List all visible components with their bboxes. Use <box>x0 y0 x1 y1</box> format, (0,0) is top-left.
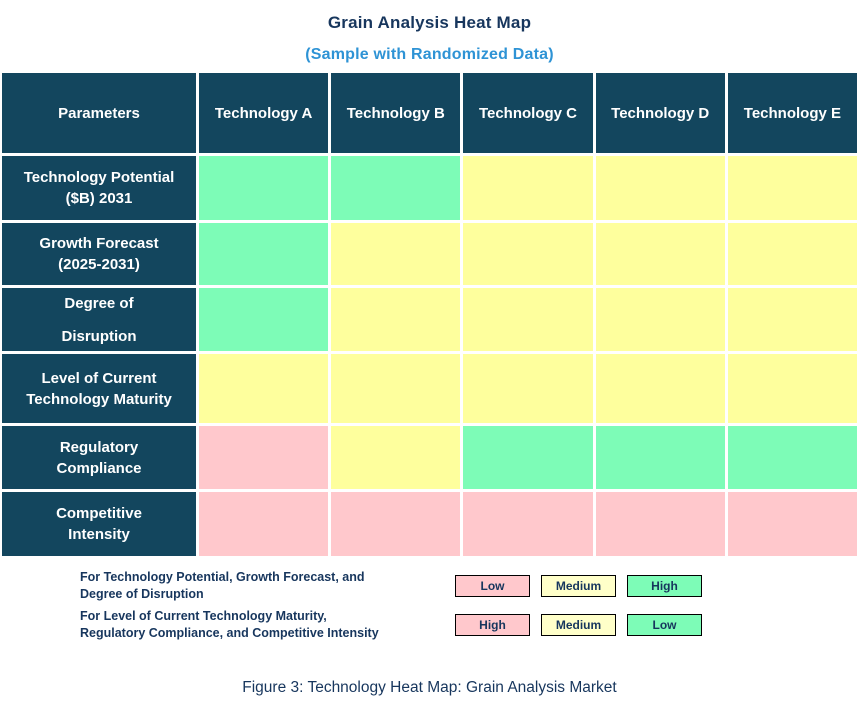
heatmap-cell-r4-c5 <box>727 354 857 423</box>
row-header-line: Technology Potential <box>23 169 175 186</box>
heatmap-cell-r3-c1 <box>199 288 329 351</box>
row-header-line: Degree of <box>64 294 134 312</box>
column-header-1: Technology A <box>199 73 329 153</box>
heatmap-cell-r6-c4 <box>595 492 725 556</box>
legend-swatch-medium: Medium <box>541 614 616 636</box>
heatmap-cell-r2-c2 <box>331 223 461 285</box>
heatmap-cell-r3-c3 <box>463 288 593 351</box>
legend-text-line: Regulatory Compliance, and Competitive I… <box>80 626 379 640</box>
row-header-5: Regulatory Compliance <box>2 426 196 489</box>
chart-subtitle: (Sample with Randomized Data) <box>305 46 554 63</box>
row-header-line: Competitive <box>56 505 142 522</box>
legend-entry-text: For Technology Potential, Growth Forecas… <box>80 569 452 603</box>
legend-entry-2: For Level of Current Technology Maturity… <box>80 608 859 642</box>
heatmap-cell-r5-c3 <box>463 426 593 489</box>
figure-caption: Figure 3: Technology Heat Map: Grain Ana… <box>242 679 617 696</box>
row-header-3: Degree of Disruption <box>2 288 196 351</box>
legend-swatch-group: High Medium Low <box>455 614 702 636</box>
column-header-2: Technology B <box>331 73 461 153</box>
heatmap-cell-r1-c5 <box>727 156 857 220</box>
column-header-5: Technology E <box>727 73 857 153</box>
row-header-line: Compliance <box>56 459 142 477</box>
heatmap-cell-r1-c1 <box>199 156 329 220</box>
row-header-line: Level of Current <box>41 369 157 387</box>
heatmap-cell-r4-c2 <box>331 354 461 423</box>
heatmap-cell-r3-c4 <box>595 288 725 351</box>
heatmap-cell-r3-c2 <box>331 288 461 351</box>
heatmap-cell-r2-c3 <box>463 223 593 285</box>
column-header-parameters: Parameters <box>2 73 196 153</box>
row-header-6: Competitive Intensity <box>2 492 196 556</box>
legend-text-line: Degree of Disruption <box>80 587 204 601</box>
legend-swatch-high: High <box>627 575 702 597</box>
legend-swatch-low: Low <box>627 614 702 636</box>
legend-entry-1: For Technology Potential, Growth Forecas… <box>80 569 859 603</box>
row-header-line: Regulatory <box>59 438 139 456</box>
heatmap-cell-r3-c5 <box>727 288 857 351</box>
heatmap-cell-r2-c1 <box>199 223 329 285</box>
legend-entry-text: For Level of Current Technology Maturity… <box>80 608 452 642</box>
row-header-line: Growth Forecast <box>39 235 159 252</box>
heatmap-cell-r1-c3 <box>463 156 593 220</box>
row-header-line: Disruption <box>61 327 137 345</box>
heatmap-cell-r6-c1 <box>199 492 329 556</box>
heatmap-cell-r5-c4 <box>595 426 725 489</box>
heatmap-cell-r6-c5 <box>727 492 857 556</box>
heatmap-cell-r6-c3 <box>463 492 593 556</box>
heatmap-cell-r5-c1 <box>199 426 329 489</box>
row-header-2: Growth Forecast (2025-2031) <box>2 223 196 285</box>
heatmap-cell-r1-c2 <box>331 156 461 220</box>
row-header-line: (2025-2031) <box>58 256 140 273</box>
figure-page: Grain Analysis Heat Map (Sample with Ran… <box>2 13 859 696</box>
heatmap-cell-r4-c1 <box>199 354 329 423</box>
heatmap-cell-r2-c4 <box>595 223 725 285</box>
row-header-1: Technology Potential ($B) 2031 <box>2 156 196 220</box>
legend-swatch-high: High <box>455 614 530 636</box>
row-header-line: Technology Maturity <box>26 390 172 408</box>
heatmap-cell-r5-c5 <box>727 426 857 489</box>
chart-title: Grain Analysis Heat Map <box>327 13 532 32</box>
row-header-line: ($B) 2031 <box>65 190 133 207</box>
legend-swatch-low: Low <box>455 575 530 597</box>
heatmap-cell-r2-c5 <box>727 223 857 285</box>
column-header-4: Technology D <box>595 73 725 153</box>
heatmap-table: Parameters Technology A Technology B Techno… <box>2 73 857 556</box>
legend-text-line: For Level of Current Technology Maturity… <box>80 609 327 623</box>
heatmap-cell-r6-c2 <box>331 492 461 556</box>
legend-text-line: For Technology Potential, Growth Forecas… <box>80 570 365 584</box>
legend-swatch-medium: Medium <box>541 575 616 597</box>
heatmap-legend: For Technology Potential, Growth Forecas… <box>80 569 859 642</box>
heatmap-cell-r5-c2 <box>331 426 461 489</box>
column-header-3: Technology C <box>463 73 593 153</box>
row-header-4: Level of Current Technology Maturity <box>2 354 196 423</box>
heatmap-cell-r4-c3 <box>463 354 593 423</box>
row-header-line: Intensity <box>68 526 130 543</box>
heatmap-cell-r1-c4 <box>595 156 725 220</box>
legend-swatch-group: Low Medium High <box>455 575 702 597</box>
heatmap-cell-r4-c4 <box>595 354 725 423</box>
